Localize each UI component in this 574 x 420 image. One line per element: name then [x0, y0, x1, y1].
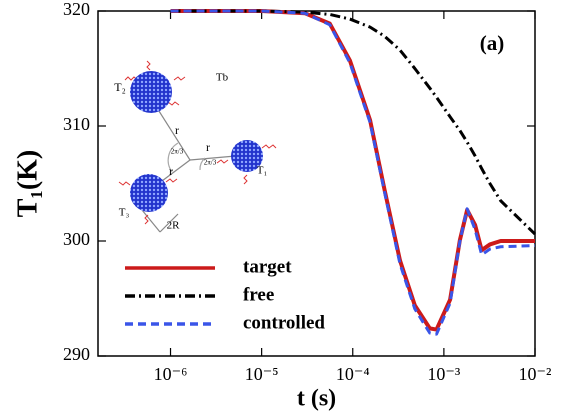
y-tick-label: 300	[63, 229, 90, 249]
inset-label: Tb	[216, 72, 229, 84]
y-axis-label: T₁(K)	[12, 150, 43, 218]
inset-label: T₁	[257, 165, 268, 177]
x-tick-label: 10⁻³	[427, 364, 461, 384]
x-tick-label: 10⁻⁵	[245, 364, 279, 384]
y-tick-label: 310	[63, 114, 90, 134]
inset-label: r	[169, 164, 173, 178]
legend-label: free	[243, 284, 274, 305]
x-tick-label: 10⁻⁴	[336, 364, 370, 384]
plot-frame	[97, 10, 536, 357]
x-axis-label: t (s)	[297, 386, 336, 412]
series-line	[170, 9, 537, 236]
inset-label: r	[175, 123, 179, 137]
series-line	[170, 9, 535, 332]
inset-label: 2π/3	[204, 159, 217, 167]
y-tick-label: 290	[63, 344, 90, 364]
x-tick-label: 10⁻²	[519, 364, 552, 384]
inset-label: 2π/3	[171, 148, 184, 156]
inset-label: 2R	[167, 220, 181, 232]
inset-label: T₃	[119, 207, 130, 219]
x-tick-label: 10⁻⁶	[154, 364, 188, 384]
series-line	[170, 9, 536, 336]
legend-label: target	[243, 256, 292, 277]
legend-label: controlled	[243, 312, 325, 333]
inset-diagram	[118, 60, 277, 233]
y-tick-label: 320	[63, 0, 90, 19]
inset-label: r	[206, 140, 210, 154]
inset-label: T₂	[114, 80, 126, 94]
annotation: (a)	[480, 31, 505, 55]
